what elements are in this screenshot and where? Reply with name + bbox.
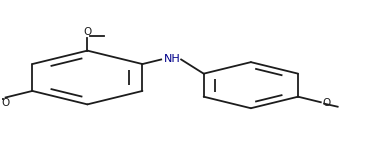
Text: O: O — [83, 27, 92, 37]
Text: NH: NH — [164, 54, 181, 64]
Text: O: O — [322, 98, 330, 108]
Text: O: O — [1, 98, 10, 108]
